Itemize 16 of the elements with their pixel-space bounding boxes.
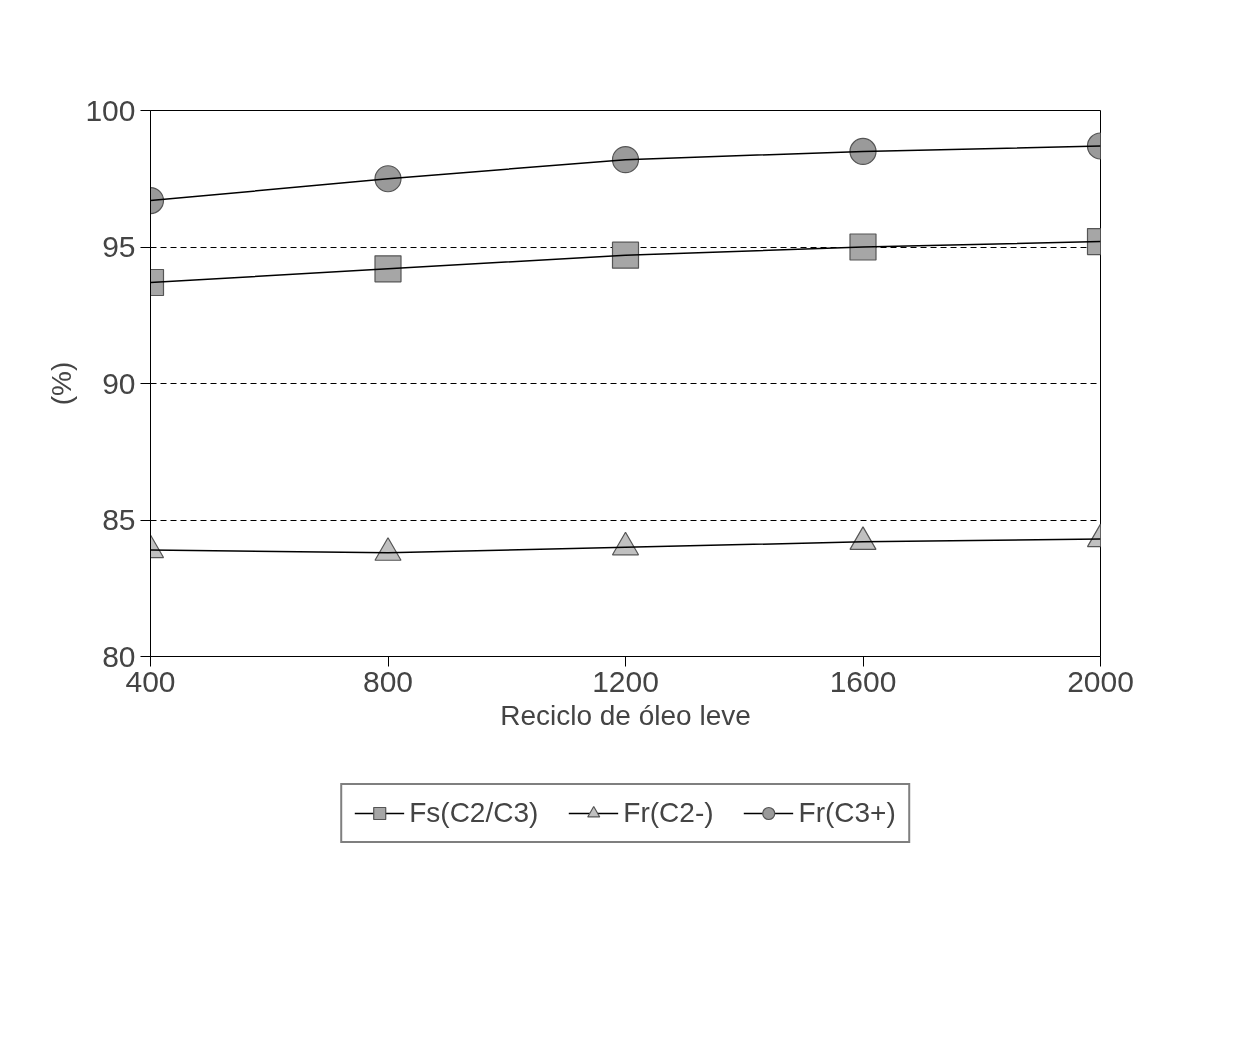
y-axis-title: (%): [46, 361, 78, 406]
y-tick-label: 90: [102, 366, 136, 400]
point: [611, 146, 640, 174]
legend-label: Fs(C2/C3): [409, 797, 539, 829]
point: [611, 531, 640, 556]
y-tick-label: 100: [85, 93, 136, 127]
x-tick-label: 1600: [829, 664, 897, 698]
x-tick-label: 800: [362, 664, 414, 698]
legend-label: Fr(C3+): [798, 797, 896, 829]
legend-label: Fr(C2-): [623, 797, 714, 829]
point: [611, 241, 640, 269]
y-tick-label: 95: [102, 230, 136, 263]
y-tick-label: 85: [102, 503, 136, 536]
x-axis-title: Reciclo de óleo leve: [500, 699, 751, 731]
x-tick-label: 2000: [1067, 664, 1134, 698]
x-tick-label: 1200: [592, 664, 659, 698]
